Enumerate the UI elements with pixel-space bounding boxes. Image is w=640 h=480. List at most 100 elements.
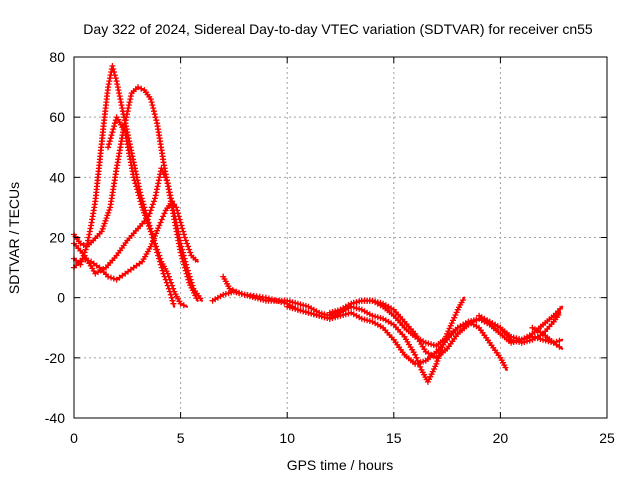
data-point	[173, 219, 180, 226]
data-point	[473, 316, 480, 323]
data-point	[135, 192, 142, 199]
data-point	[118, 102, 125, 109]
data-point	[153, 117, 160, 124]
data-point	[162, 276, 169, 283]
data-point	[77, 240, 84, 247]
data-point	[106, 207, 113, 214]
data-point	[101, 220, 108, 227]
data-point	[147, 96, 154, 103]
x-tick-label: 15	[386, 430, 402, 446]
data-point	[111, 123, 118, 130]
data-point	[108, 132, 115, 139]
data-point	[114, 81, 121, 88]
x-tick-labels: 0 5 10 15 20 25	[70, 430, 615, 446]
data-point	[149, 201, 156, 208]
data-point	[155, 252, 162, 259]
data-point	[228, 289, 235, 296]
data-point	[532, 334, 538, 341]
data-point	[122, 120, 128, 127]
data-point	[358, 315, 365, 322]
x-axis-label: GPS time / hours	[287, 457, 394, 473]
data-point	[326, 309, 333, 316]
data-point	[435, 355, 442, 362]
data-point	[187, 249, 194, 256]
data-point	[163, 177, 170, 184]
x-tick-label: 0	[70, 430, 78, 446]
y-axis-label: SDTVAR / TECUs	[6, 182, 22, 294]
data-point	[181, 231, 187, 238]
data-point	[151, 240, 158, 247]
data-point	[103, 215, 110, 222]
series-10	[476, 312, 564, 346]
data-point	[556, 337, 563, 344]
data-point	[275, 298, 282, 305]
data-point	[125, 102, 132, 109]
y-tick-label: -20	[45, 350, 65, 366]
data-point	[437, 349, 444, 356]
data-point	[110, 275, 117, 282]
data-point	[169, 204, 176, 211]
data-point	[152, 195, 158, 202]
data-point	[139, 204, 146, 211]
data-point	[177, 240, 184, 247]
data-point	[297, 307, 304, 314]
data-point	[184, 264, 190, 271]
data-point	[468, 318, 475, 324]
data-point	[166, 288, 173, 295]
data-point	[138, 85, 145, 92]
data-point	[158, 165, 165, 172]
data-point	[329, 309, 336, 315]
data-point	[163, 279, 170, 286]
data-point	[186, 246, 193, 253]
data-point	[300, 302, 307, 309]
data-point	[112, 75, 119, 82]
data-point	[342, 311, 349, 318]
chart-title: Day 322 of 2024, Sidereal Day-to-day VTE…	[83, 21, 593, 37]
data-point	[140, 207, 147, 214]
data-point	[366, 318, 373, 324]
data-point	[289, 305, 296, 312]
data-point	[136, 195, 143, 202]
y-tick-label: 0	[57, 290, 65, 306]
data-point	[510, 334, 517, 341]
data-point	[156, 255, 162, 262]
data-point	[153, 246, 160, 253]
data-point	[168, 294, 175, 301]
data-point	[182, 237, 189, 244]
data-point	[158, 264, 165, 271]
data-point	[153, 186, 160, 193]
data-point	[451, 314, 458, 321]
data-point	[334, 307, 341, 314]
data-point	[132, 180, 139, 187]
data-point	[175, 228, 181, 235]
data-point	[98, 228, 105, 235]
data-point	[165, 183, 172, 190]
data-point	[425, 340, 432, 347]
data-point	[178, 243, 185, 250]
data-point	[186, 273, 193, 280]
data-point	[180, 228, 187, 235]
data-point	[434, 358, 441, 365]
data-point	[162, 174, 169, 181]
data-point	[110, 66, 117, 72]
data-point	[80, 242, 87, 248]
data-point	[87, 225, 94, 232]
data-point	[150, 108, 157, 115]
data-point	[374, 314, 381, 321]
data-point	[318, 313, 325, 320]
data-point	[152, 114, 159, 121]
plot-frame	[73, 56, 608, 419]
data-point	[187, 276, 194, 283]
data-point	[557, 305, 564, 312]
data-point	[184, 267, 191, 274]
data-point	[192, 256, 199, 263]
data-point	[105, 273, 112, 280]
data-point	[412, 360, 419, 367]
data-point	[159, 267, 166, 274]
data-point	[149, 102, 156, 109]
data-point	[445, 328, 452, 335]
data-point	[150, 198, 157, 205]
data-point	[106, 138, 113, 145]
data-point	[149, 234, 156, 241]
